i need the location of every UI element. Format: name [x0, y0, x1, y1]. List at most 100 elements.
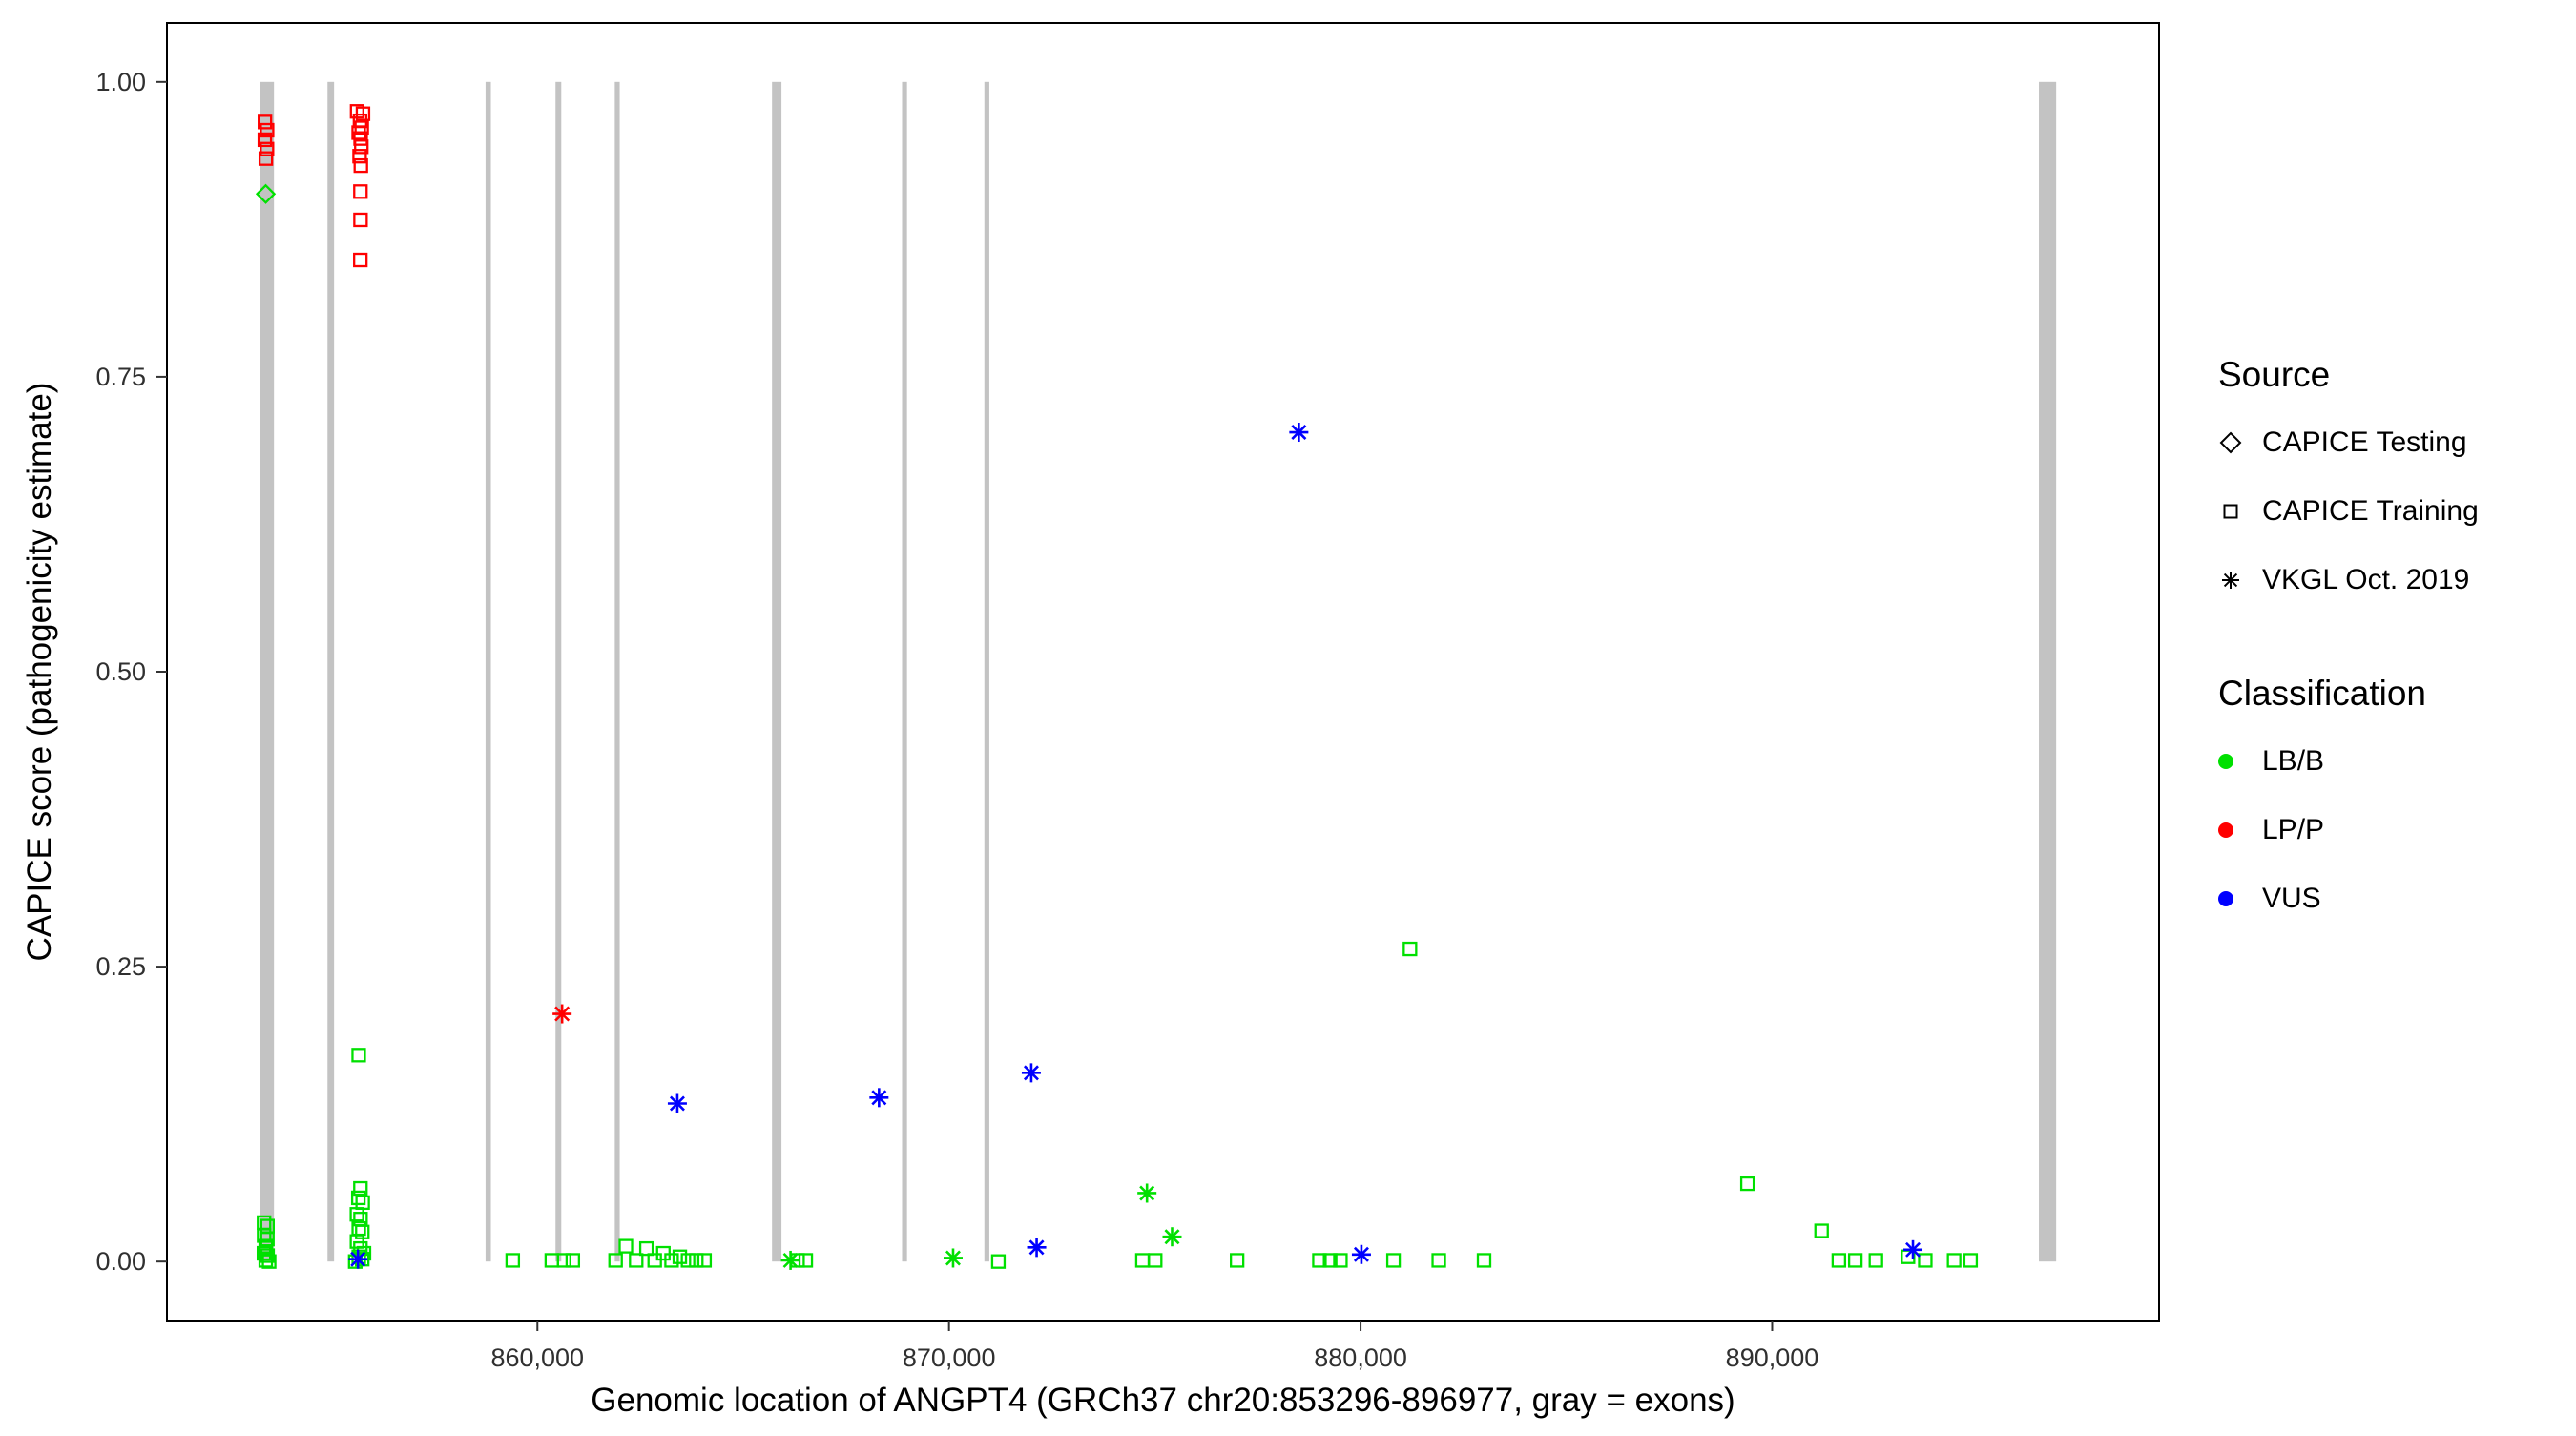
data-point — [667, 1093, 687, 1113]
y-axis-title: CAPICE score (pathogenicity estimate) — [21, 382, 58, 962]
data-point — [1162, 1227, 1182, 1247]
data-point — [258, 151, 274, 166]
legend-item-capice-training: CAPICE Training — [2218, 477, 2571, 546]
legend: Source CAPICE Testing CAPICE Training — [2218, 355, 2571, 933]
exon-bar — [485, 81, 491, 1262]
data-point — [608, 1253, 623, 1268]
panel-border — [166, 22, 2160, 1322]
data-point — [1476, 1253, 1492, 1268]
data-point — [1021, 1063, 1041, 1083]
data-point — [350, 1190, 366, 1206]
asterisk-icon — [2218, 568, 2251, 593]
data-point — [1868, 1253, 1883, 1268]
x-tick-label: 870,000 — [903, 1343, 996, 1372]
data-point — [348, 1249, 368, 1269]
data-point-spoke — [1905, 1241, 1922, 1258]
y-tick-label: 0.50 — [95, 657, 146, 686]
data-point — [1137, 1183, 1157, 1203]
data-point — [260, 122, 275, 138]
legend-label: VUS — [2262, 883, 2321, 914]
data-point — [354, 139, 369, 155]
data-point — [354, 120, 369, 135]
data-point-spoke — [350, 1251, 366, 1267]
legend-label: CAPICE Testing — [2262, 427, 2467, 458]
y-tick-label: 1.00 — [95, 68, 146, 96]
data-point — [943, 1248, 963, 1268]
data-point — [638, 1240, 654, 1257]
y-tick-label: 0.25 — [95, 952, 146, 981]
data-point — [1814, 1223, 1829, 1238]
data-point — [1333, 1253, 1348, 1268]
data-point — [1739, 1176, 1755, 1192]
data-point — [260, 141, 275, 156]
data-point — [1322, 1253, 1338, 1268]
legend-source-items: CAPICE Testing CAPICE Training — [2218, 408, 2571, 614]
legend-item-vkgl: VKGL Oct. 2019 — [2218, 546, 2571, 614]
y-tick-label: 0.75 — [95, 363, 146, 391]
x-axis-title: Genomic location of ANGPT4 (GRCh37 chr20… — [591, 1382, 1735, 1419]
legend-source-title: Source — [2218, 355, 2331, 394]
data-point — [798, 1253, 814, 1268]
data-point — [1148, 1253, 1163, 1268]
data-point — [629, 1253, 644, 1268]
data-point — [505, 1253, 521, 1268]
data-point — [349, 1207, 364, 1222]
data-point — [258, 114, 273, 130]
legend-gap — [2218, 614, 2571, 674]
y-tick-label: 0.00 — [95, 1247, 146, 1276]
legend-classification-title: Classification — [2218, 674, 2426, 713]
data-point — [1402, 941, 1418, 957]
legend-item-vus: VUS — [2218, 864, 2571, 933]
data-point — [1431, 1253, 1446, 1268]
data-point — [1831, 1253, 1847, 1268]
data-point — [353, 184, 368, 199]
data-point-spoke — [1164, 1229, 1180, 1245]
data-point-spoke — [1291, 425, 1307, 441]
x-tick-label: 890,000 — [1726, 1343, 1819, 1372]
x-tick-label: 880,000 — [1314, 1343, 1407, 1372]
blue-dot-icon — [2218, 891, 2251, 906]
data-point — [1289, 423, 1309, 443]
data-point — [352, 149, 367, 164]
data-point — [672, 1249, 688, 1264]
legend-label: CAPICE Training — [2262, 495, 2479, 527]
data-point — [255, 183, 277, 204]
data-point — [258, 1253, 274, 1268]
data-point — [664, 1253, 679, 1268]
data-point — [257, 1228, 272, 1243]
data-point — [1946, 1253, 1962, 1268]
data-point — [353, 157, 368, 174]
data-point — [1351, 1244, 1371, 1264]
data-point — [355, 1195, 370, 1211]
exon-bar — [772, 81, 782, 1262]
data-point — [353, 1180, 368, 1197]
data-point — [1847, 1253, 1863, 1268]
exon-bar — [2039, 81, 2057, 1262]
exon-bar — [260, 81, 275, 1262]
data-point — [1230, 1253, 1245, 1268]
exon-bar — [614, 81, 620, 1262]
data-point — [618, 1238, 634, 1254]
data-point — [1963, 1253, 1979, 1268]
x-tick-label: 860,000 — [490, 1343, 584, 1372]
data-point — [990, 1254, 1007, 1269]
legend-item-lpp: LP/P — [2218, 796, 2571, 864]
data-point-spoke — [554, 1006, 571, 1022]
square-icon — [2218, 499, 2251, 524]
diamond-icon — [2218, 430, 2251, 455]
data-point-spoke — [1353, 1246, 1369, 1262]
data-point — [1903, 1239, 1923, 1259]
data-point-spoke — [1028, 1239, 1045, 1256]
red-dot-icon — [2218, 822, 2251, 838]
legend-label: LP/P — [2262, 814, 2325, 845]
legend-label: VKGL Oct. 2019 — [2262, 564, 2470, 595]
data-point — [1312, 1253, 1327, 1268]
data-point — [1027, 1238, 1047, 1258]
data-point — [696, 1253, 713, 1268]
data-point — [565, 1253, 581, 1268]
data-point-spoke — [871, 1090, 887, 1106]
exon-bar — [555, 81, 562, 1262]
data-point — [556, 1253, 571, 1268]
